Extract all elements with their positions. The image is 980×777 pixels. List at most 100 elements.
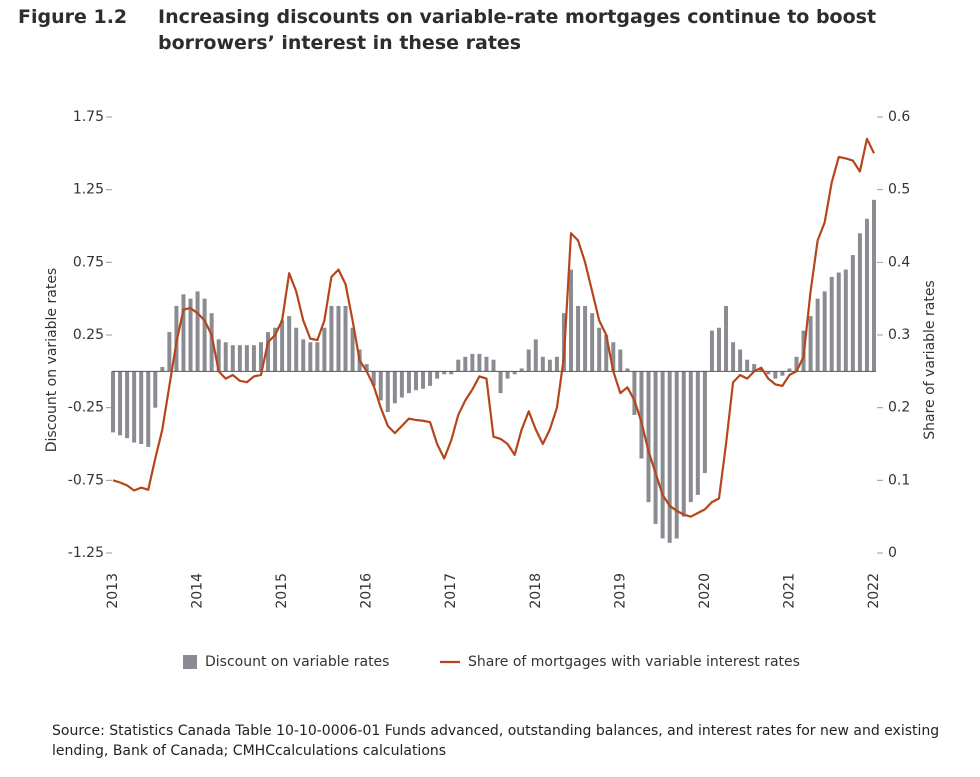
bar <box>519 368 524 372</box>
legend-label: Share of mortgages with variable interes… <box>468 654 800 670</box>
bar <box>160 366 165 372</box>
bar <box>280 320 285 372</box>
bar <box>815 298 820 372</box>
bar <box>456 359 461 372</box>
bar <box>237 345 242 372</box>
bar <box>322 327 327 372</box>
bar <box>428 371 433 386</box>
y-tick-label: -0.25 <box>68 400 104 416</box>
bar <box>731 342 736 372</box>
bar <box>540 356 545 372</box>
source-note: Source: Statistics Canada Table 10-10-00… <box>52 723 940 759</box>
bar <box>181 294 186 372</box>
bar <box>385 371 390 413</box>
bar <box>533 339 538 372</box>
legend-label: Discount on variable rates <box>205 654 389 670</box>
y-tick-label: 1.25 <box>73 182 104 198</box>
bar <box>625 368 630 372</box>
bar <box>244 345 249 372</box>
y-tick-label: 0.75 <box>73 254 104 270</box>
chart: -1.25 -0.75 -0.25 0.25 0.75 1.25 1.75 0 0.1 0.2 0.… <box>44 109 938 670</box>
line <box>112 137 875 518</box>
y2-tick-label: 0.5 <box>888 182 910 198</box>
bar <box>111 371 115 433</box>
y-tick-label: -1.25 <box>68 545 104 561</box>
bar <box>406 371 411 394</box>
bar <box>766 371 771 375</box>
y-tick-label: 0.25 <box>73 327 104 343</box>
chart-title: Increasing discounts on variable-rate mo… <box>158 6 877 54</box>
bar <box>554 356 559 372</box>
bar <box>202 298 207 372</box>
bar <box>681 371 686 517</box>
bar <box>724 305 729 372</box>
bar <box>787 368 792 372</box>
legend-swatch <box>183 655 197 669</box>
bar <box>378 371 383 401</box>
bar <box>716 327 721 372</box>
bar <box>822 291 827 372</box>
x-tick-label: 2019 <box>612 573 628 609</box>
bar <box>251 345 256 372</box>
y2-tick-label: 0.1 <box>888 472 910 488</box>
bar <box>399 371 404 398</box>
bar <box>258 342 263 372</box>
bar <box>688 371 693 503</box>
bar <box>329 305 334 372</box>
bar <box>808 316 813 372</box>
bar <box>857 233 862 372</box>
y-tick-label: 1.75 <box>73 109 104 125</box>
bar <box>301 339 306 372</box>
bar <box>604 335 609 372</box>
bar <box>343 305 348 372</box>
bar <box>167 332 172 372</box>
bar <box>287 316 292 372</box>
x-tick-label: 2014 <box>190 573 206 609</box>
bar <box>872 199 876 372</box>
bar <box>315 342 320 372</box>
bar <box>308 342 313 372</box>
x-tick-label: 2021 <box>781 573 797 609</box>
bar <box>470 353 475 372</box>
bar <box>843 269 848 372</box>
bar <box>491 359 496 372</box>
bar <box>583 305 588 372</box>
bar <box>498 371 503 394</box>
bar <box>209 313 214 372</box>
bar <box>336 305 341 372</box>
bar <box>146 371 151 447</box>
bar <box>125 371 130 439</box>
figure-label: Figure 1.2 <box>18 6 128 28</box>
bar <box>153 371 158 408</box>
bar <box>597 327 602 372</box>
bar <box>745 359 750 372</box>
bar <box>132 371 137 443</box>
bar <box>463 356 468 372</box>
x-tick-label: 2013 <box>105 573 121 609</box>
bar <box>371 371 376 386</box>
bar <box>505 371 510 379</box>
bar <box>773 371 778 379</box>
bar <box>639 371 644 459</box>
y-axis-title: Discount on variable rates <box>44 268 60 452</box>
bar <box>590 313 595 372</box>
bar <box>667 371 672 543</box>
bar <box>364 364 369 372</box>
bar <box>442 371 447 375</box>
bar <box>738 349 743 372</box>
x-tick-label: 2017 <box>443 573 459 609</box>
y-tick-label: -0.75 <box>68 472 104 488</box>
bar <box>660 371 665 539</box>
bar <box>273 327 278 372</box>
bar <box>864 218 869 372</box>
bar <box>850 255 855 372</box>
y2-axis-title: Share of variable rates <box>922 280 938 439</box>
bar <box>674 371 679 539</box>
bar <box>449 371 454 375</box>
bar <box>526 349 531 372</box>
bar <box>512 371 517 375</box>
bar <box>709 330 714 372</box>
bar <box>230 345 235 372</box>
bar <box>266 332 271 372</box>
header: Figure 1.2 Increasing discounts on varia… <box>18 4 978 56</box>
